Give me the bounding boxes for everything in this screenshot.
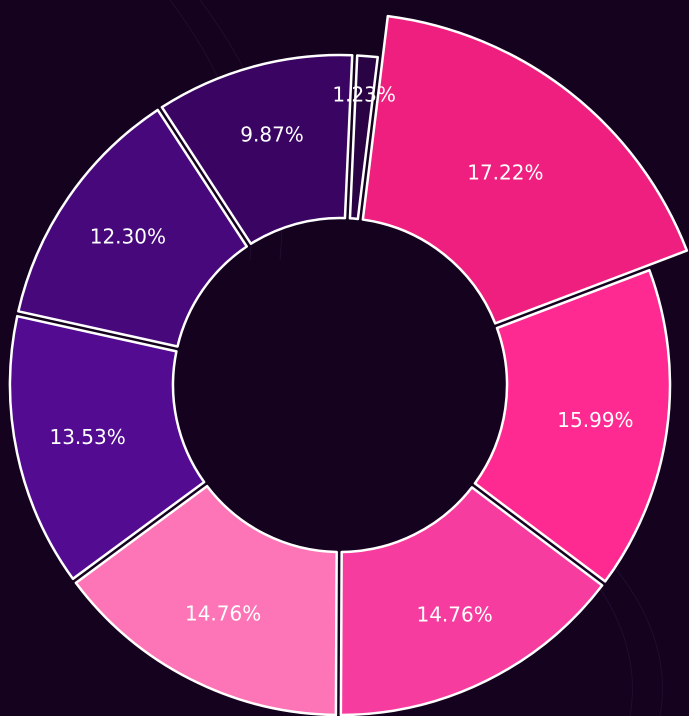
slice-label: 15.99% — [557, 408, 633, 432]
donut-slice — [160, 53, 354, 245]
slice-label: 17.22% — [467, 161, 543, 185]
slice-label: 13.53% — [49, 425, 125, 449]
donut-slice — [361, 14, 689, 325]
slice-label: 1.23% — [332, 83, 396, 107]
donut-slice — [8, 314, 206, 581]
donut-slice — [17, 108, 248, 348]
slice-label: 14.76% — [185, 602, 261, 626]
donut-slice — [339, 486, 604, 716]
slice-label: 9.87% — [240, 123, 304, 147]
slice-label: 12.30% — [90, 225, 166, 249]
donut-slice — [473, 268, 672, 583]
donut-slice — [74, 484, 338, 716]
donut-slice — [348, 54, 379, 221]
slice-label: 14.76% — [416, 603, 492, 627]
